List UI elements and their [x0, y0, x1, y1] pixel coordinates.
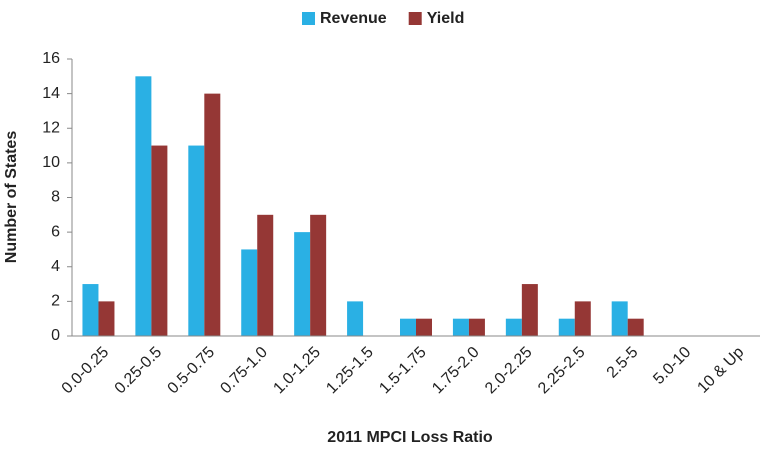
bar	[310, 214, 327, 336]
x-tick-label: 0.25-0.5	[112, 344, 166, 398]
x-tick-label: 1.25-1.5	[323, 344, 377, 398]
y-tick-label: 8	[51, 189, 60, 206]
bar	[400, 318, 416, 336]
bar	[627, 318, 644, 336]
y-tick-label: 2	[51, 293, 60, 310]
x-tick-label: 5.0-10	[650, 344, 694, 388]
bar	[294, 232, 311, 336]
legend-swatch	[408, 12, 422, 25]
bar	[135, 76, 152, 336]
x-tick-label: 2.5-5	[604, 344, 642, 382]
y-tick-label: 16	[42, 50, 60, 67]
y-tick-label: 14	[42, 85, 60, 102]
bar	[452, 318, 469, 336]
x-tick-label: 1.0-1.25	[270, 344, 324, 398]
x-tick-label: 0.75-1.0	[218, 344, 272, 398]
x-tick-label: 0.0-0.25	[59, 344, 113, 398]
legend-label: Yield	[427, 10, 465, 27]
x-tick-label: 1.75-2.0	[429, 344, 483, 398]
y-axis-title: Number of States	[3, 131, 20, 264]
y-tick-label: 6	[51, 223, 60, 240]
x-tick-label: 2.25-2.5	[535, 344, 589, 398]
legend-swatch	[302, 12, 315, 25]
bar	[416, 318, 432, 336]
bar	[558, 318, 575, 336]
bar	[188, 145, 205, 336]
y-tick-label: 0	[51, 327, 60, 344]
bar	[611, 301, 628, 336]
bar	[151, 145, 168, 336]
x-axis-title: 2011 MPCI Loss Ratio	[327, 429, 493, 446]
x-tick-label: 10 & Up	[694, 344, 747, 397]
bar	[521, 284, 538, 336]
bar	[204, 93, 221, 336]
legend-label: Revenue	[320, 10, 387, 27]
bar	[257, 214, 274, 336]
bar	[347, 301, 364, 336]
y-tick-label: 10	[42, 154, 60, 171]
x-tick-label: 0.5-0.75	[165, 344, 219, 398]
bar	[241, 249, 258, 336]
y-tick-label: 4	[51, 258, 60, 275]
x-tick-label: 2.0-2.25	[482, 344, 536, 398]
bar	[82, 284, 99, 336]
x-tick-label: 1.5-1.75	[376, 344, 430, 398]
y-tick-label: 12	[42, 119, 60, 136]
bar	[468, 318, 485, 336]
bar	[574, 301, 591, 336]
bar	[505, 318, 522, 336]
bar	[98, 301, 115, 336]
